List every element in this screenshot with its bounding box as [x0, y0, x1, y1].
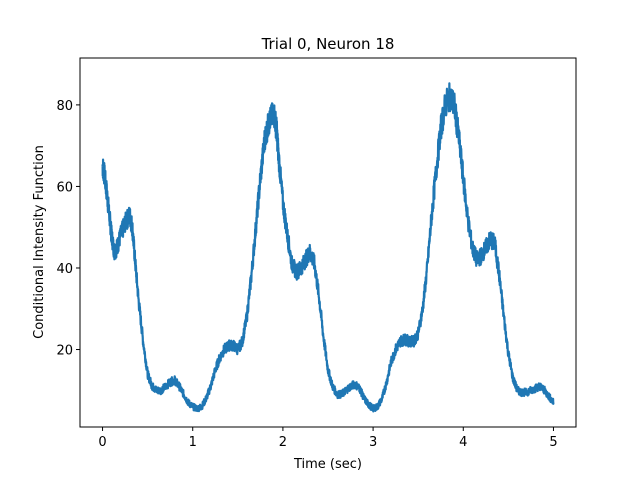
x-tick-label: 1 [189, 435, 197, 450]
x-axis-ticks: 0 1 2 3 4 5 [98, 427, 558, 450]
y-tick-label: 80 [56, 99, 73, 114]
plot-area [101, 82, 555, 413]
axes-frame [79, 57, 577, 428]
x-tick-label: 5 [549, 435, 557, 450]
x-tick-label: 0 [98, 435, 106, 450]
x-tick-label: 2 [279, 435, 287, 450]
y-tick-label: 60 [56, 180, 73, 195]
y-tick-label: 40 [56, 262, 73, 277]
y-tick-label: 20 [56, 344, 73, 359]
x-tick-label: 4 [459, 435, 467, 450]
y-axis-ticks: 20 40 60 80 [56, 99, 80, 359]
chart-title: Trial 0, Neuron 18 [261, 35, 395, 53]
x-tick-label: 3 [369, 435, 377, 450]
y-axis-label: Conditional Intensity Function [32, 145, 47, 339]
series-line [101, 82, 555, 413]
x-axis-label: Time (sec) [293, 457, 362, 472]
